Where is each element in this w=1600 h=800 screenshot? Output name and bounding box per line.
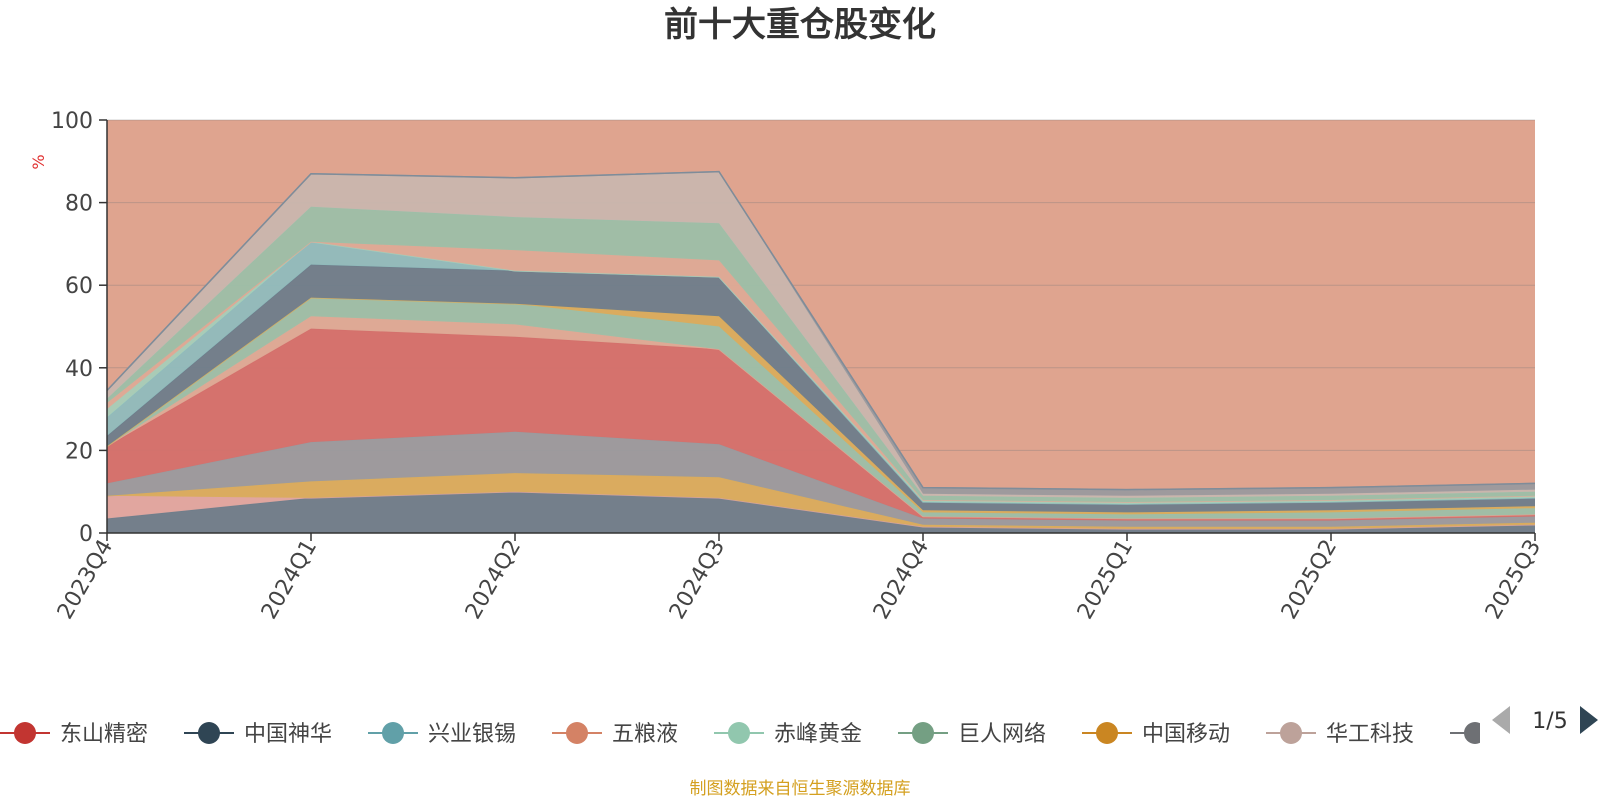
legend-label: 华工科技 [1326,722,1414,747]
x-tick-label: 2024Q3 [665,536,730,624]
legend: 东山精密 中国神华 兴业银锡 五粮液 赤峰黄金 巨人网络 中国移动 华工科技 紫金矿业 [0,722,1598,747]
area-series-s1 [107,491,1535,533]
legend-marker [728,722,750,744]
y-tick-label: 20 [65,439,93,464]
total-outline [106,170,1536,491]
legend-marker [1096,722,1118,744]
legend-marker [912,722,934,744]
legend-label: 中国移动 [1142,722,1230,747]
legend-prev-icon[interactable] [1492,706,1510,734]
legend-label: 兴业银锡 [428,722,516,747]
legend-item[interactable]: 巨人网络 [898,722,1046,747]
legend-item[interactable]: 中国神华 [184,722,332,747]
legend-marker [1280,722,1302,744]
y-tick-label: 100 [51,109,93,134]
legend-item[interactable]: 紫金矿业 [1450,722,1598,747]
source-note: 制图数据来自恒生聚源数据库 [690,779,911,799]
legend-marker [566,722,588,744]
legend-label: 赤峰黄金 [774,722,862,747]
y-tick-label: 40 [65,357,93,382]
area-series-s4 [107,431,1535,527]
area-series-s5 [107,328,1535,521]
legend-marker [14,722,36,744]
legend-label: 中国神华 [244,722,332,747]
x-tick-label: 2024Q4 [869,536,934,624]
legend-label: 五粮液 [612,722,678,747]
x-tick-label: 2024Q1 [257,536,322,624]
y-tick-label: 60 [65,274,93,299]
x-tick-label: 2023Q4 [53,536,118,624]
legend-item[interactable]: 华工科技 [1266,722,1414,747]
area-series-s14 [107,171,1535,498]
legend-label: 巨人网络 [958,722,1046,747]
legend-marker [1464,722,1480,744]
legend-page-indicator: 1/5 [1532,709,1567,734]
legend-item[interactable]: 中国移动 [1082,722,1230,747]
legend-item[interactable]: 五粮液 [552,722,678,747]
chart-title: 前十大重仓股变化 [664,5,936,45]
legend-item[interactable]: 赤峰黄金 [714,722,862,747]
x-tick-label: 2025Q3 [1481,536,1546,624]
legend-marker [382,722,404,744]
legend-next-icon[interactable] [1580,706,1598,734]
y-axis-label: % [29,154,48,169]
x-tick-label: 2024Q2 [461,536,526,624]
legend-label: 东山精密 [60,722,148,747]
legend-pager: 1/5 [1492,706,1598,734]
legend-item[interactable]: 兴业银锡 [368,722,516,747]
y-tick-label: 0 [79,522,93,547]
y-tick-label: 80 [65,192,93,217]
x-tick-label: 2025Q1 [1073,536,1138,624]
plot-area [106,119,1536,533]
x-tick-label: 2025Q2 [1277,536,1342,624]
legend-item[interactable]: 东山精密 [0,722,148,747]
legend-marker [198,722,220,744]
